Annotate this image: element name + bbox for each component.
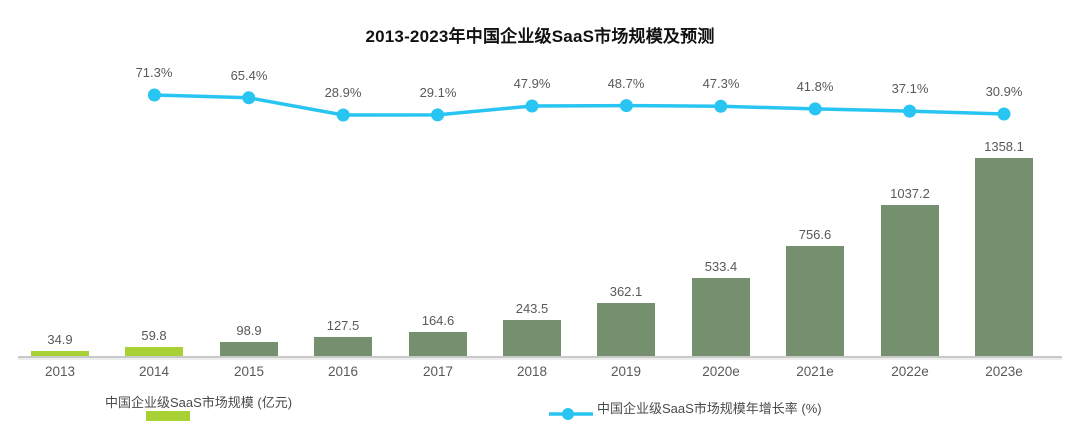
growth-point-label-2020e: 47.3% [702,76,740,91]
bar-2021e [786,246,844,356]
x-tick-label-2015: 2015 [233,364,265,379]
growth-point-label-2015: 65.4% [230,68,268,83]
growth-point-2017 [431,108,445,122]
growth-point-label-2017: 29.1% [419,85,457,100]
bar-value-label-2023e: 1358.1 [984,139,1024,154]
x-tick-label-2021e: 2021e [796,364,834,379]
growth-point-2022e [903,104,917,118]
bar-value-label-2014: 59.8 [141,328,167,343]
bar-value-label-2021e: 756.6 [798,227,832,242]
bar-value-label-2019: 362.1 [609,284,643,299]
bar-value-label-2013: 34.9 [47,332,73,347]
growth-point-2021e [808,102,822,116]
bar-2015 [220,342,278,356]
x-tick-label-2023e: 2023e [985,364,1023,379]
growth-point-label-2019: 48.7% [607,76,645,91]
bar-2018 [503,320,561,356]
x-tick-label-2018: 2018 [516,364,548,379]
growth-point-label-2022e: 37.1% [891,81,929,96]
bar-2023e [975,158,1033,356]
growth-point-label-2023e: 30.9% [985,84,1023,99]
growth-point-2014 [147,88,161,102]
legend-bar-series-label: 中国企业级SaaS市场规模 (亿元) [105,395,293,410]
growth-point-label-2016: 28.9% [324,85,362,100]
x-tick-label-2013: 2013 [44,364,76,379]
x-tick-label-2016: 2016 [327,364,359,379]
bar-value-label-2015: 98.9 [236,323,262,338]
growth-point-2023e [997,107,1011,121]
growth-point-2020e [714,99,728,113]
growth-point-label-2018: 47.9% [513,76,551,91]
x-tick-label-2020e: 2020e [702,364,740,379]
x-tick-label-2022e: 2022e [891,364,929,379]
chart-title: 2013-2023年中国企业级SaaS市场规模及预测 [365,27,715,46]
bar-value-label-2018: 243.5 [515,301,549,316]
bar-2016 [314,337,372,356]
legend-line-series-label: 中国企业级SaaS市场规模年增长率 (%) [597,401,822,416]
bar-2017 [409,332,467,356]
x-tick-label-2017: 2017 [422,364,454,379]
bar-value-label-2020e: 533.4 [704,259,738,274]
growth-point-label-2021e: 41.8% [796,79,834,94]
bar-2019 [597,303,655,356]
bar-value-label-2016: 127.5 [326,318,360,333]
x-tick-label-2019: 2019 [610,364,642,379]
bar-2014 [125,347,183,356]
bar-2022e [881,205,939,356]
growth-point-2019 [619,99,633,113]
growth-point-2018 [525,99,539,113]
legend-bar-swatch-icon [146,411,190,421]
bar-2013 [31,351,89,356]
bar-2020e [692,278,750,356]
growth-point-2015 [242,91,256,105]
legend-row: 中国企业级SaaS市场规模 (亿元) 中国企业级SaaS市场规模年增长率 (%) [0,390,1080,430]
growth-point-2016 [336,108,350,122]
growth-point-label-2014: 71.3% [135,65,173,80]
bar-value-label-2017: 164.6 [421,313,455,328]
bar-value-label-2022e: 1037.2 [890,186,930,201]
x-tick-label-2014: 2014 [138,364,170,379]
legend-line-marker-icon [549,408,593,420]
growth-line [152,93,1006,117]
x-axis-line [18,356,1062,358]
